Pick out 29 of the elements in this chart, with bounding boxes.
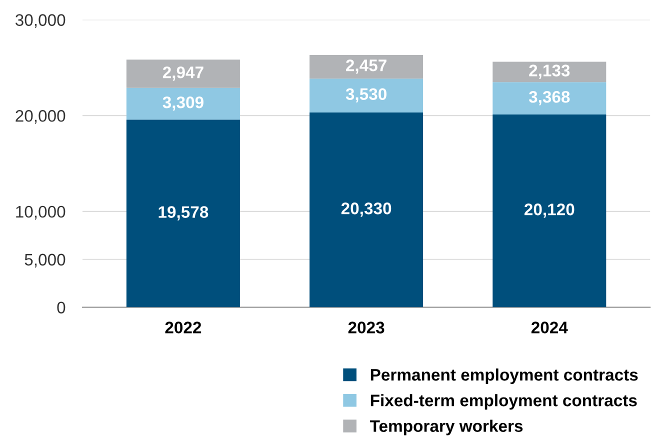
y-tick-label: 20,000 <box>16 110 66 124</box>
data-label: 2,947 <box>162 66 204 81</box>
legend-label: Fixed-term employment contracts <box>370 394 637 410</box>
y-tick-label: 30,000 <box>15 14 66 28</box>
data-label: 19,578 <box>158 206 208 220</box>
bar <box>492 114 606 308</box>
data-label: 3,368 <box>528 90 570 106</box>
x-tick-label: 2023 <box>348 322 384 334</box>
bar <box>310 78 424 112</box>
data-label: 2,457 <box>346 60 386 74</box>
legend-label: Permanent employment contracts <box>370 368 638 384</box>
bar <box>492 82 606 114</box>
data-label: 3,309 <box>162 96 204 111</box>
data-label: 2,133 <box>529 64 570 79</box>
x-tick-label: 2022 <box>165 322 202 334</box>
data-label: 20,330 <box>341 202 392 217</box>
bar <box>126 88 240 120</box>
legend-label: Temporary workers <box>370 420 523 436</box>
data-label: 20,120 <box>524 204 574 218</box>
bar <box>126 60 240 88</box>
y-tick-label: 5,000 <box>24 254 66 268</box>
y-tick-label: 10,000 <box>16 206 66 220</box>
x-tick-label: 2024 <box>531 322 568 334</box>
bar <box>492 62 606 82</box>
bar <box>310 112 424 308</box>
bar <box>126 120 240 308</box>
data-label: 3,530 <box>346 88 386 102</box>
y-tick-label: 0 <box>57 302 66 314</box>
bar <box>310 55 424 79</box>
